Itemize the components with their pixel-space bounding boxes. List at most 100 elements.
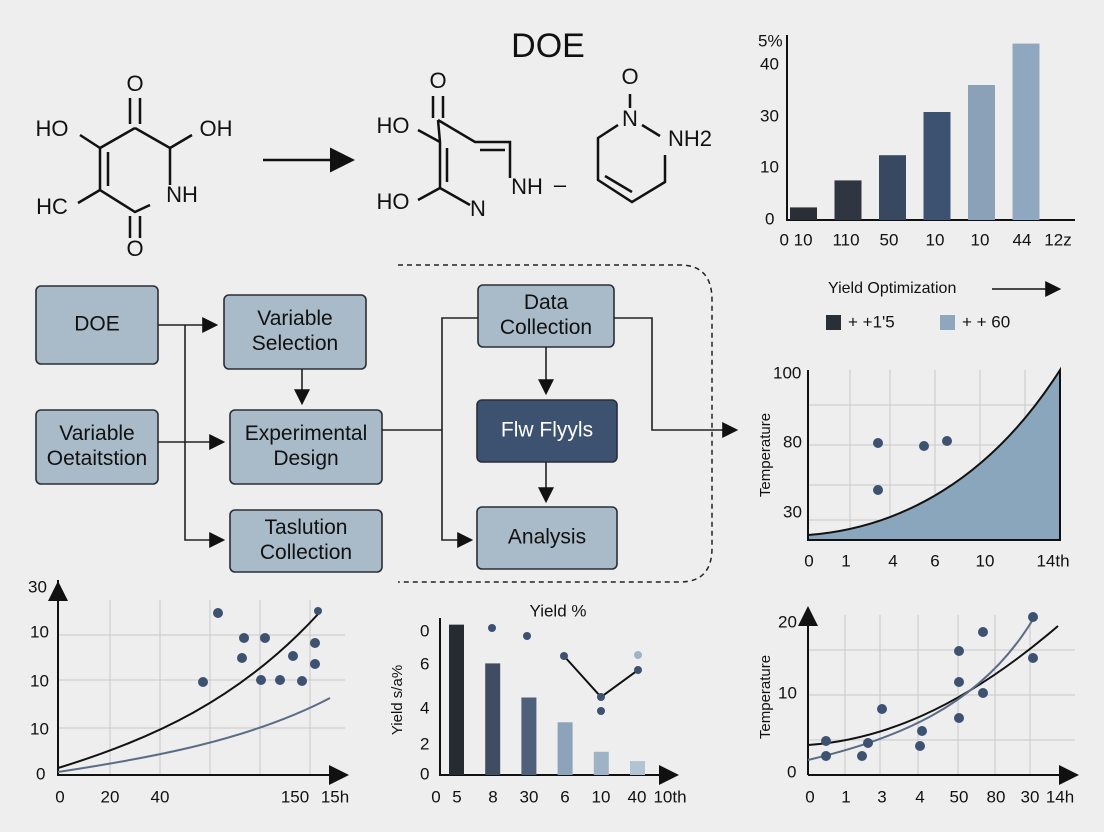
x-tick-label: 10 — [971, 230, 990, 249]
atom: HO — [377, 189, 410, 214]
top-bar-chart: 5% 40 30 10 0 0 10 110 50 10 10 44 12z — [758, 31, 1075, 249]
x-tick-label: 0 — [804, 551, 813, 570]
x-tick-label: 10 — [976, 551, 995, 570]
bar — [968, 85, 995, 220]
x-tick-label: 14th — [1036, 551, 1069, 570]
x-tick-label: 5 — [452, 787, 461, 806]
bar — [1012, 43, 1040, 220]
x-tick-label: 3 — [877, 787, 886, 806]
node-label: Collection — [500, 316, 592, 339]
node-label: Selection — [252, 332, 338, 355]
atom: NH — [511, 174, 543, 199]
bar — [557, 722, 573, 775]
molecule-middle: O HO HO N NH — [377, 68, 543, 221]
bar — [790, 207, 817, 220]
bar — [834, 180, 862, 220]
legend-swatch — [940, 315, 955, 330]
y-tick-label: 5% — [758, 31, 783, 50]
bar — [485, 663, 501, 775]
atom: HO — [377, 113, 410, 138]
x-tick-label: 44 — [1013, 230, 1032, 249]
x-tick-label: 0 10 — [779, 230, 812, 249]
flow-node — [223, 294, 367, 370]
x-tick-label: 1 — [841, 551, 850, 570]
node-label: Flw Flyyls — [501, 419, 593, 442]
legend-swatch — [826, 315, 841, 330]
node-label: Variable — [59, 422, 135, 445]
y-tick-label: 30 — [783, 502, 802, 521]
legend-label: + +1'5 — [848, 312, 895, 331]
x-tick-label: 14h — [1046, 787, 1074, 806]
area-chart: Temperature 100 80 30 0 1 4 6 10 14th — [757, 363, 1070, 570]
y-tick-label: 0 — [420, 764, 429, 783]
x-tick-label: 8 — [488, 787, 497, 806]
x-tick-label: 40 — [628, 787, 647, 806]
bar — [593, 751, 609, 775]
atom: OH — [200, 116, 233, 141]
atom: HC — [36, 194, 68, 219]
x-tick-label: 20 — [101, 787, 120, 806]
bar — [630, 761, 645, 775]
molecule-left: O HO OH HC NH O — [36, 71, 233, 261]
atom: O — [429, 68, 446, 93]
x-tick-label: 0 — [431, 787, 440, 806]
bar — [923, 112, 951, 220]
y-axis-label: Temperature — [757, 413, 774, 497]
x-tick-label: 0 — [55, 787, 64, 806]
y-tick-label: 40 — [760, 54, 779, 73]
molecule-right: O N NH2 — [596, 64, 712, 204]
y-tick-label: 0 — [765, 209, 774, 228]
y-tick-label: 10 — [30, 719, 49, 738]
y-tick-label: 80 — [783, 432, 802, 451]
y-tick-label: 0 — [420, 621, 429, 640]
x-tick-label: 0 — [805, 787, 814, 806]
legend-title: Yield Optimization — [828, 280, 956, 297]
x-tick-label: 4 — [888, 551, 897, 570]
atom: NH — [166, 182, 198, 207]
x-tick-label: 10th — [653, 787, 686, 806]
flowchart: DOE VariableSelectionExperimentalDesignTa… — [35, 284, 618, 573]
legend: Yield Optimization + +1'5 + + 60 — [826, 280, 1062, 331]
flow-node — [476, 399, 618, 463]
y-tick-label: 20 — [778, 612, 797, 631]
x-tick-label: 10 — [592, 787, 611, 806]
y-tick-label: 10 — [778, 683, 797, 702]
bottom-left-chart: 30 10 10 10 0 0 20 40 150 15h — [28, 577, 349, 806]
node-label: Analysis — [508, 526, 586, 549]
x-tick-label: 6 — [560, 787, 569, 806]
flow-node — [229, 509, 383, 573]
node-label: Variable — [257, 307, 333, 330]
bottom-bar-chart: Yield % Yield s/a% 0 6 4 2 0 0 5 8 30 6 10 40 1… — [389, 601, 687, 806]
bottom-right-chart: Temperature 20 10 0 0 1 3 4 50 80 30 14h — [757, 606, 1079, 806]
separator: – — [554, 172, 567, 197]
x-tick-label: 15h — [321, 787, 349, 806]
node-label: Collection — [260, 541, 352, 564]
y-axis-label: Yield s/a% — [389, 665, 406, 735]
flow-node — [229, 409, 383, 485]
node-label: Design — [273, 447, 338, 470]
x-tick-label: 12z — [1044, 230, 1071, 249]
atom: NH2 — [668, 126, 712, 151]
bar — [521, 697, 537, 775]
x-tick-label: 6 — [930, 551, 939, 570]
node-label: Taslution — [265, 516, 348, 539]
y-tick-label: 0 — [787, 762, 796, 781]
x-tick-label: 40 — [151, 787, 170, 806]
x-tick-label: 150 — [281, 787, 309, 806]
y-tick-label: 2 — [420, 734, 429, 753]
chart-title: Yield % — [529, 601, 586, 620]
flow-node — [35, 409, 159, 485]
y-tick-label: 10 — [30, 671, 49, 690]
atom: O — [621, 64, 638, 89]
bar — [879, 155, 906, 220]
y-axis-label: Temperature — [757, 655, 774, 739]
node-label: Data — [524, 291, 569, 314]
atom: O — [126, 236, 143, 261]
legend-label: + + 60 — [962, 312, 1010, 331]
x-tick-label: 30 — [520, 787, 539, 806]
node-label: DOE — [74, 313, 120, 336]
node-label: Experimental — [245, 422, 368, 445]
y-tick-label: 30 — [28, 577, 47, 596]
y-tick-label: 10 — [760, 157, 779, 176]
flow-arrows — [158, 317, 739, 548]
